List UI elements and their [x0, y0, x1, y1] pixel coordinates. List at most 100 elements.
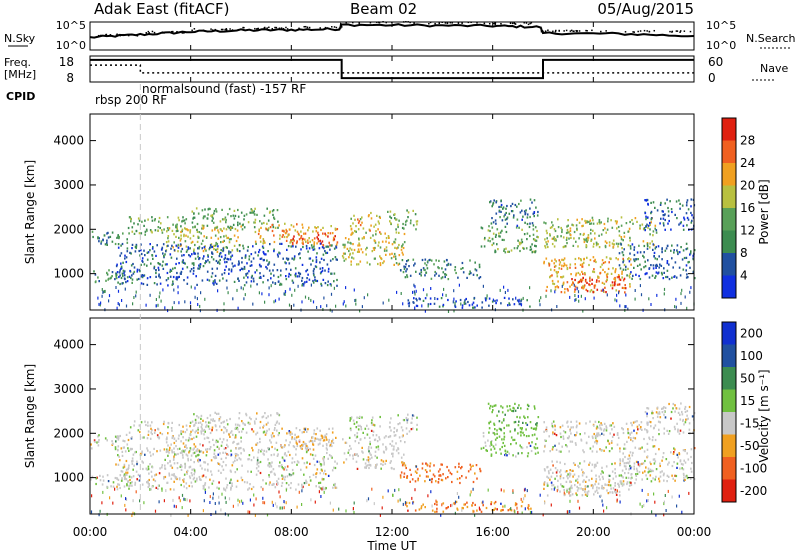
- echo-cell: [349, 419, 351, 422]
- echo-cell: [374, 466, 377, 469]
- echo-cell: [559, 490, 561, 493]
- echo-cell: [513, 438, 516, 441]
- echo-cell: [372, 430, 375, 433]
- echo-cell: [612, 284, 614, 287]
- nsearch-point: [441, 21, 443, 23]
- echo-cell: [430, 259, 433, 262]
- echo-cell: [363, 296, 365, 300]
- echo-cell: [293, 437, 296, 441]
- echo-cell: [223, 426, 225, 429]
- echo-cell: [362, 431, 364, 434]
- echo-cell: [298, 275, 301, 278]
- echo-cell: [219, 416, 222, 419]
- nsearch-point: [369, 21, 372, 24]
- y-tick-label: 2000: [53, 222, 84, 236]
- echo-cell: [515, 296, 517, 300]
- nsearch-point: [376, 21, 378, 23]
- echo-cell: [115, 274, 118, 277]
- echo-cell: [426, 470, 428, 474]
- echo-cell: [179, 499, 181, 503]
- echo-cell: [521, 452, 523, 455]
- echo-cell: [385, 435, 387, 438]
- echo-cell: [414, 509, 417, 512]
- echo-cell: [661, 247, 663, 250]
- echo-cell: [109, 496, 111, 500]
- echo-cell: [262, 452, 265, 455]
- echo-cell: [350, 416, 353, 419]
- echo-cell: [350, 260, 352, 263]
- echo-cell: [618, 485, 620, 488]
- echo-cell: [643, 244, 646, 248]
- echo-cell: [313, 432, 315, 435]
- echo-cell: [256, 459, 259, 462]
- echo-cell: [266, 267, 268, 270]
- echo-cell: [273, 250, 275, 253]
- echo-cell: [450, 473, 453, 476]
- echo-cell: [288, 303, 291, 307]
- echo-cell: [543, 421, 545, 424]
- echo-cell: [321, 269, 324, 272]
- echo-cell: [326, 448, 328, 451]
- echo-cell: [536, 235, 538, 238]
- echo-cell: [187, 229, 189, 232]
- echo-cell: [391, 440, 394, 443]
- echo-cell: [678, 494, 680, 498]
- echo-cell: [563, 491, 565, 495]
- echo-cell: [286, 432, 288, 435]
- echo-cell: [387, 210, 389, 213]
- echo-cell: [367, 447, 370, 451]
- echo-cell: [287, 234, 289, 237]
- echo-cell: [639, 284, 641, 288]
- echo-cell: [648, 420, 651, 423]
- echo-cell: [600, 487, 603, 490]
- echo-cell: [211, 473, 213, 476]
- echo-cell: [229, 431, 232, 434]
- echo-cell: [414, 285, 416, 289]
- echo-cell: [178, 236, 180, 239]
- echo-cell: [475, 464, 478, 467]
- echo-cell: [155, 271, 157, 275]
- echo-cell: [679, 207, 681, 210]
- echo-cell: [604, 483, 606, 486]
- echo-cell: [493, 432, 495, 435]
- echo-cell: [237, 454, 239, 457]
- echo-cell: [205, 424, 208, 427]
- nsearch-point: [547, 29, 549, 31]
- echo-cell: [608, 261, 610, 264]
- echo-cell: [583, 479, 585, 482]
- echo-cell: [589, 232, 592, 235]
- echo-cell: [236, 248, 239, 251]
- nsearch-series: [97, 20, 692, 37]
- nsearch-point: [646, 30, 648, 32]
- echo-cell: [472, 480, 475, 484]
- echo-cell: [201, 423, 203, 426]
- echo-cell: [438, 259, 440, 262]
- echo-cell: [175, 244, 178, 247]
- echo-cell: [183, 478, 185, 481]
- echo-cell: [545, 289, 548, 292]
- echo-cell: [301, 487, 304, 490]
- echo-cell: [413, 290, 415, 294]
- echo-cell: [252, 245, 254, 248]
- echo-cell: [663, 267, 665, 270]
- echo-cell: [604, 246, 607, 249]
- echo-cell: [288, 444, 290, 447]
- echo-cell: [292, 225, 295, 228]
- echo-cell: [161, 229, 163, 232]
- echo-cell: [598, 246, 601, 249]
- echo-cell: [317, 443, 320, 446]
- echo-cell: [377, 228, 379, 231]
- echo-cell: [231, 249, 234, 252]
- echo-cell: [203, 499, 205, 503]
- echo-cell: [285, 257, 288, 260]
- echo-cell: [117, 281, 119, 284]
- echo-cell: [274, 473, 276, 476]
- echo-cell: [159, 291, 161, 295]
- echo-cell: [198, 257, 200, 261]
- echo-cell: [217, 289, 219, 293]
- echo-cell: [290, 268, 292, 271]
- echo-cell: [176, 271, 178, 275]
- echo-cell: [612, 246, 615, 249]
- echo-cell: [398, 488, 400, 492]
- echo-cell: [533, 405, 536, 408]
